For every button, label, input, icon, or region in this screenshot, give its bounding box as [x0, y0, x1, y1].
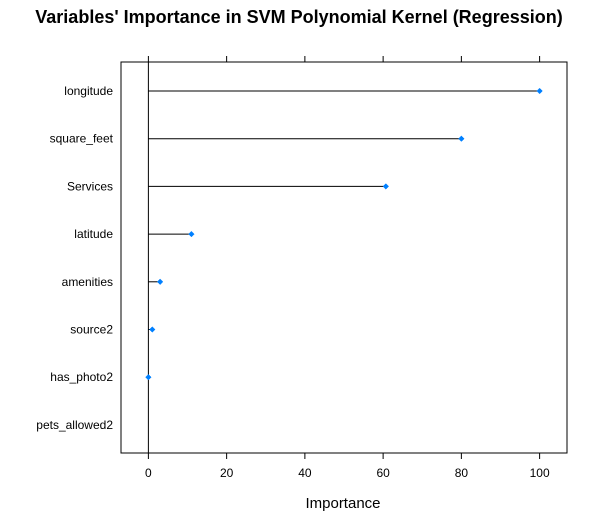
plot-frame — [120, 61, 568, 454]
y-tick-label: has_photo2 — [50, 370, 113, 384]
y-tick-label: square_feet — [50, 132, 114, 146]
data-point — [188, 230, 195, 238]
y-tick-label: amenities — [62, 275, 113, 289]
x-tick-label: 80 — [455, 466, 469, 480]
y-tick-label: longitude — [64, 84, 113, 98]
data-point — [149, 326, 156, 333]
x-tick-label: 20 — [220, 466, 234, 480]
y-axis-labels: longitude square_feet Services latitude amen… — [36, 84, 113, 432]
points — [145, 87, 543, 381]
x-tick-label: 0 — [145, 466, 152, 480]
y-tick-label: latitude — [74, 227, 113, 241]
x-tick-label: 100 — [530, 466, 550, 480]
data-point — [145, 374, 152, 381]
x-axis-title: Importance — [305, 495, 380, 512]
data-point — [458, 135, 465, 142]
data-point — [536, 87, 543, 95]
stems — [148, 90, 540, 330]
data-point — [156, 278, 164, 285]
y-tick-label: Services — [67, 179, 113, 193]
chart-title: Variables' Importance in SVM Polynomial … — [35, 7, 562, 27]
x-axis-top — [147, 56, 541, 62]
x-tick-label: 60 — [376, 466, 390, 480]
x-axis-bottom: 0 20 40 60 80 100 — [145, 453, 550, 480]
x-tick-label: 40 — [298, 466, 312, 480]
y-tick-label: pets_allowed2 — [36, 418, 113, 432]
y-tick-label: source2 — [70, 323, 113, 337]
data-point — [382, 183, 390, 190]
